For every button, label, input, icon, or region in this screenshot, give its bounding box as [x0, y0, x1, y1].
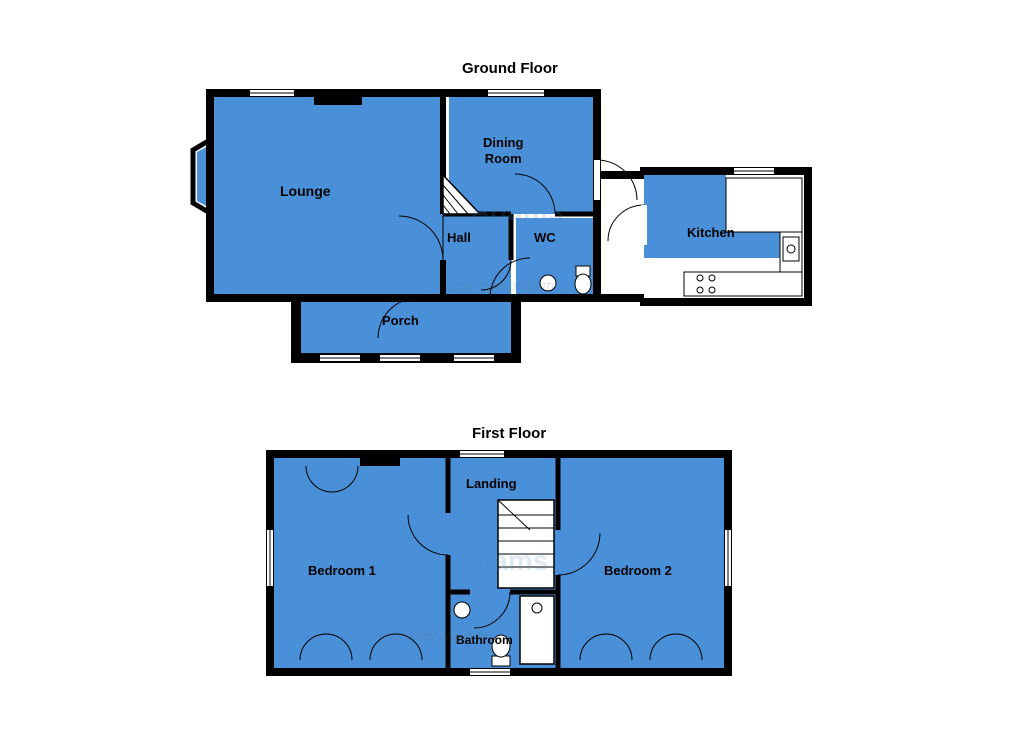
bedroom1-label: Bedroom 1 — [308, 563, 376, 579]
bathroom-label: Bathroom — [456, 633, 513, 647]
first-floor-plan — [0, 400, 1024, 720]
kitchen-label: Kitchen — [687, 225, 735, 241]
bedroom2-label: Bedroom 2 — [604, 563, 672, 579]
hall-label: Hall — [447, 230, 471, 246]
ground-floor-plan — [0, 0, 1024, 380]
wc-label: WC — [534, 230, 556, 246]
dining-room-label: DiningRoom — [483, 135, 523, 166]
lounge-label: Lounge — [280, 183, 331, 200]
landing-label: Landing — [466, 476, 517, 492]
porch-label: Porch — [382, 313, 419, 329]
